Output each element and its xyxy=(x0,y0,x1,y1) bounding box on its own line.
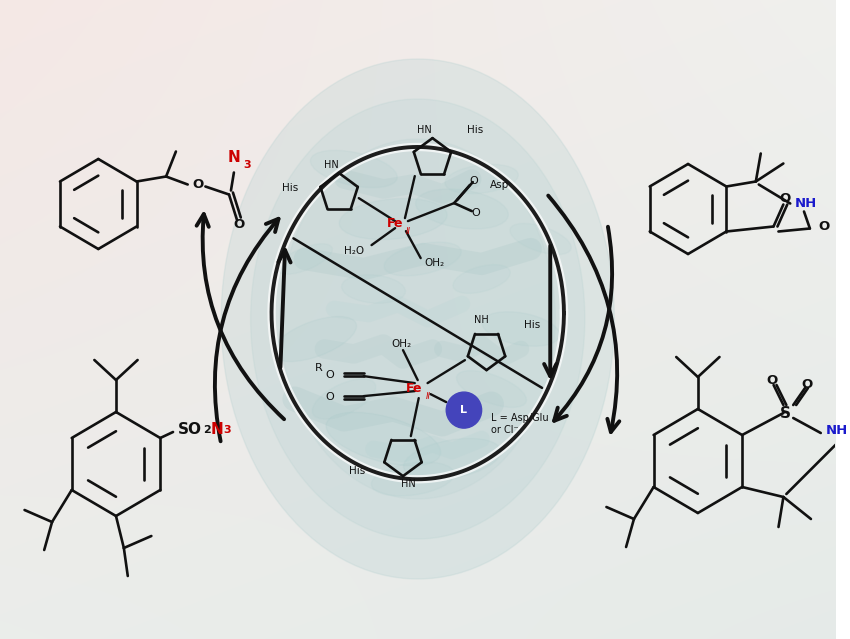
Text: O: O xyxy=(326,392,334,402)
Ellipse shape xyxy=(445,164,518,194)
Ellipse shape xyxy=(326,412,440,466)
Ellipse shape xyxy=(404,438,501,480)
Text: OH₂: OH₂ xyxy=(425,258,445,268)
Text: L: L xyxy=(461,405,468,415)
Text: O: O xyxy=(779,192,791,205)
Ellipse shape xyxy=(510,224,571,254)
Text: NH: NH xyxy=(474,315,489,325)
Text: 2: 2 xyxy=(203,425,212,435)
Text: NH: NH xyxy=(795,197,818,210)
Text: NH: NH xyxy=(825,424,848,438)
Text: 3: 3 xyxy=(224,425,231,435)
Circle shape xyxy=(446,392,482,428)
Ellipse shape xyxy=(371,462,454,496)
Ellipse shape xyxy=(280,139,555,499)
Text: Fe: Fe xyxy=(406,381,422,395)
Text: O: O xyxy=(802,378,813,392)
Text: His: His xyxy=(281,183,298,193)
Text: 3: 3 xyxy=(244,160,252,169)
Text: His: His xyxy=(524,320,540,330)
Text: S: S xyxy=(780,406,791,420)
Text: H₂O: H₂O xyxy=(343,246,364,256)
Ellipse shape xyxy=(482,312,560,346)
Ellipse shape xyxy=(277,244,332,274)
Text: R: R xyxy=(314,363,322,373)
Text: O: O xyxy=(326,370,334,380)
Text: HN: HN xyxy=(417,125,432,135)
Text: Fe: Fe xyxy=(387,217,403,229)
Ellipse shape xyxy=(312,379,376,419)
Text: His: His xyxy=(467,125,483,135)
Text: II: II xyxy=(426,392,431,401)
Text: O: O xyxy=(192,178,203,191)
Ellipse shape xyxy=(310,150,397,188)
Text: O: O xyxy=(233,218,245,231)
Ellipse shape xyxy=(251,99,585,539)
Text: HN: HN xyxy=(324,160,338,170)
Text: HN: HN xyxy=(400,479,416,489)
Text: O: O xyxy=(472,208,480,218)
Ellipse shape xyxy=(339,199,447,240)
Ellipse shape xyxy=(384,242,462,276)
Text: II: II xyxy=(406,227,411,236)
Text: O: O xyxy=(469,176,479,186)
Text: O: O xyxy=(818,220,830,233)
Text: N: N xyxy=(228,150,241,164)
Ellipse shape xyxy=(416,189,508,229)
Text: OH₂: OH₂ xyxy=(391,339,411,349)
Ellipse shape xyxy=(456,371,526,408)
Text: Asp: Asp xyxy=(490,180,509,190)
Text: O: O xyxy=(766,374,777,387)
Ellipse shape xyxy=(342,275,405,304)
Ellipse shape xyxy=(221,59,615,579)
Text: L = Asp/Glu: L = Asp/Glu xyxy=(491,413,549,423)
Text: or Cl⁻: or Cl⁻ xyxy=(491,425,519,435)
Ellipse shape xyxy=(453,265,510,293)
Text: His: His xyxy=(349,466,366,476)
Text: N: N xyxy=(211,422,224,438)
Text: SO: SO xyxy=(178,422,202,438)
Ellipse shape xyxy=(273,316,356,362)
